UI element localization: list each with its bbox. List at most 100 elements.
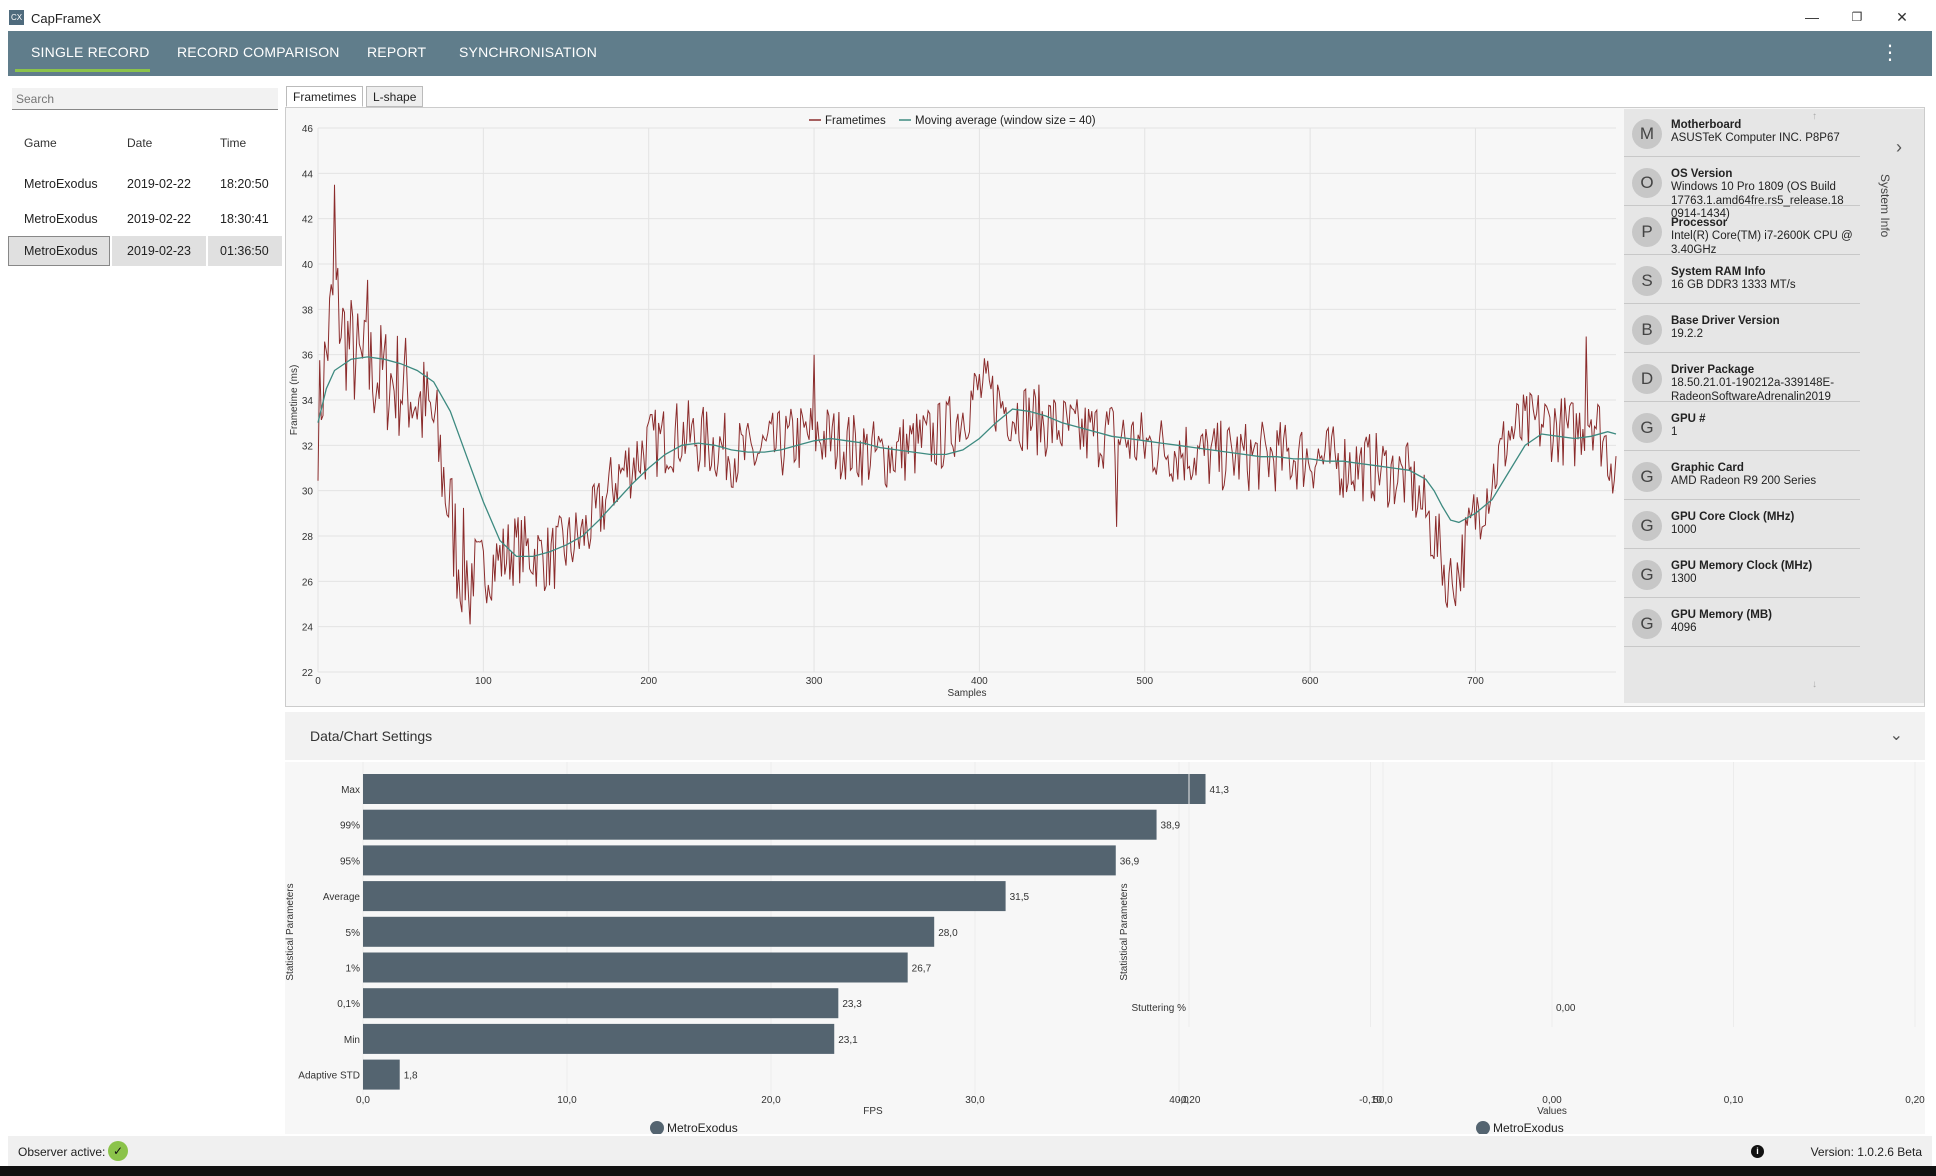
chart-legend: Frametimes Moving average (window size = … bbox=[809, 115, 1096, 127]
search-input[interactable] bbox=[12, 88, 278, 110]
system-info-item: D Driver Package 18.50.21.01-190212a-33914… bbox=[1624, 354, 1860, 403]
y-tick-label: 22 bbox=[302, 668, 314, 679]
category-label: 0,1% bbox=[337, 999, 360, 1010]
system-info-item: S System RAM Info 16 GB DDR3 1333 MT/s bbox=[1624, 256, 1860, 304]
bar-value-label: 26,7 bbox=[912, 964, 932, 975]
column-header-time[interactable]: Time bbox=[220, 136, 247, 150]
x-tick-label: 600 bbox=[1302, 676, 1319, 687]
check-icon: ✓ bbox=[108, 1141, 128, 1161]
frametimes-series bbox=[317, 184, 1617, 625]
close-button[interactable]: ✕ bbox=[1896, 9, 1908, 25]
initial-avatar: D bbox=[1632, 364, 1662, 394]
bar-value-label: 38,9 bbox=[1161, 821, 1181, 832]
tab-report[interactable]: REPORT bbox=[367, 44, 427, 60]
settings-title: Data/Chart Settings bbox=[310, 728, 433, 744]
x-axis-label: Samples bbox=[948, 688, 987, 699]
minimize-button[interactable]: — bbox=[1805, 9, 1819, 25]
system-info-label: GPU Memory (MB) bbox=[1671, 609, 1772, 621]
system-info-item: O OS Version Windows 10 Pro 1809 (OS Build… bbox=[1624, 158, 1860, 220]
selected-cell-background bbox=[208, 236, 282, 266]
tab-synchronisation[interactable]: SYNCHRONISATION bbox=[459, 44, 598, 60]
system-info-item: G GPU Memory (MB) 4096 bbox=[1624, 599, 1860, 647]
category-label: Adaptive STD bbox=[298, 1071, 360, 1082]
x-tick-label: 0 bbox=[315, 676, 321, 687]
cell-game: MetroExodus bbox=[24, 244, 98, 258]
legend-label: MetroExodus bbox=[1493, 1121, 1564, 1134]
bar-value-label: 23,3 bbox=[842, 999, 862, 1010]
legend-label: Frametimes bbox=[825, 115, 886, 127]
selected-cell-background bbox=[8, 236, 110, 266]
y-axis-label: Statistical Parameters bbox=[285, 883, 296, 980]
tab-single-record[interactable]: SINGLE RECORD bbox=[31, 44, 150, 60]
system-info-side-tab[interactable]: System Info bbox=[1878, 174, 1892, 238]
initial-avatar: G bbox=[1632, 462, 1662, 492]
bar bbox=[363, 881, 1006, 912]
y-tick-label: 34 bbox=[302, 396, 314, 407]
bar-value-label: 1,8 bbox=[404, 1071, 418, 1082]
record-list-panel: Game Date Time MetroExodus 2019-02-22 18… bbox=[8, 80, 282, 1135]
x-tick-label: -0,20 bbox=[1178, 1095, 1201, 1106]
y-tick-label: 42 bbox=[302, 215, 314, 226]
table-row[interactable]: MetroExodus 2019-02-22 18:20:50 bbox=[8, 167, 282, 199]
system-info-label: Processor bbox=[1671, 217, 1728, 229]
x-axis-label: FPS bbox=[863, 1106, 883, 1117]
bar bbox=[363, 809, 1157, 840]
system-info-value: 19.2.2 bbox=[1671, 328, 1703, 340]
main-navigation: SINGLE RECORD RECORD COMPARISON REPORT S… bbox=[8, 31, 1932, 76]
tab-l-shape[interactable]: L-shape bbox=[366, 86, 424, 107]
initial-avatar: M bbox=[1632, 119, 1662, 149]
bar-value-label: 31,5 bbox=[1010, 892, 1030, 903]
system-info-label: Graphic Card bbox=[1671, 462, 1744, 474]
chevron-right-icon[interactable]: › bbox=[1896, 137, 1902, 157]
system-info-value: 1 bbox=[1671, 426, 1678, 438]
column-header-date[interactable]: Date bbox=[127, 136, 153, 150]
y-axis-label: Frametime (ms) bbox=[289, 365, 300, 436]
data-chart-settings-expander[interactable]: Data/Chart Settings ⌄ bbox=[285, 712, 1925, 760]
y-tick-label: 46 bbox=[302, 124, 314, 135]
x-tick-label: -0,10 bbox=[1359, 1095, 1382, 1106]
system-info-panel: M Motherboard ASUSTeK Computer INC. P8P67 O… bbox=[1624, 109, 1924, 703]
y-tick-label: 28 bbox=[302, 532, 314, 543]
system-info-label: Motherboard bbox=[1671, 119, 1742, 131]
system-info-value: 1000 bbox=[1671, 524, 1697, 536]
restore-button[interactable]: ❐ bbox=[1851, 10, 1863, 24]
x-tick-label: 300 bbox=[806, 676, 823, 687]
cell-date: 2019-02-22 bbox=[127, 212, 191, 226]
observer-label: Observer active: bbox=[18, 1145, 106, 1159]
tab-frametimes[interactable]: Frametimes bbox=[286, 86, 364, 107]
scroll-down-icon[interactable]: ↓ bbox=[1812, 679, 1817, 690]
system-info-label: System RAM Info bbox=[1671, 266, 1766, 278]
system-info-item: G GPU Core Clock (MHz) 1000 bbox=[1624, 501, 1860, 549]
x-tick-label: 700 bbox=[1467, 676, 1484, 687]
system-info-item: P Processor Intel(R) Core(TM) i7-2600K CPU… bbox=[1624, 207, 1860, 256]
initial-avatar: G bbox=[1632, 413, 1662, 443]
system-info-value: Windows 10 Pro 1809 (OS Build 17763.1.am… bbox=[1671, 181, 1844, 220]
chevron-down-icon[interactable]: ⌄ bbox=[1889, 727, 1903, 744]
bar-value-label: 36,9 bbox=[1120, 856, 1140, 867]
y-axis-label: Statistical Parameters bbox=[1119, 883, 1130, 980]
tab-record-comparison[interactable]: RECORD COMPARISON bbox=[177, 44, 340, 60]
column-header-game[interactable]: Game bbox=[24, 136, 57, 150]
statistics-panel: 0,0 10,0 20,0 30,0 40,0 50,0 Max 41,3 99% 38,9 95%… bbox=[285, 762, 1925, 1135]
cell-game: MetroExodus bbox=[24, 212, 98, 226]
bar-value-label: 41,3 bbox=[1210, 785, 1230, 796]
x-axis-label: Values bbox=[1537, 1106, 1567, 1117]
legend-label: MetroExodus bbox=[667, 1121, 738, 1134]
active-tab-indicator bbox=[15, 69, 150, 72]
initial-avatar: G bbox=[1632, 560, 1662, 590]
more-menu-icon[interactable]: ⋮ bbox=[1880, 42, 1900, 64]
system-info-value: 18.50.21.01-190212a-339148E-RadeonSoftwa… bbox=[1671, 377, 1835, 403]
system-info-value: Intel(R) Core(TM) i7-2600K CPU @ 3.40GHz bbox=[1671, 230, 1853, 256]
system-info-item: B Base Driver Version 19.2.2 bbox=[1624, 305, 1860, 353]
frametime-chart[interactable]: 22 24 26 28 30 32 34 36 38 40 42 44 46 0 100 200 300 400 5… bbox=[286, 108, 1622, 706]
table-row-selected[interactable]: MetroExodus 2019-02-23 01:36:50 bbox=[8, 234, 282, 266]
table-row[interactable]: MetroExodus 2019-02-22 18:30:41 bbox=[8, 202, 282, 234]
selected-cell-background bbox=[112, 236, 206, 266]
system-info-value: 4096 bbox=[1671, 622, 1697, 634]
scroll-up-icon[interactable]: ↑ bbox=[1812, 111, 1817, 122]
cell-time: 18:30:41 bbox=[220, 212, 269, 226]
version-label: Version: 1.0.2.6 Beta bbox=[1810, 1145, 1922, 1159]
info-icon[interactable]: i bbox=[1751, 1145, 1764, 1158]
system-info-label: GPU Memory Clock (MHz) bbox=[1671, 560, 1813, 572]
system-info-label: GPU # bbox=[1671, 413, 1706, 425]
